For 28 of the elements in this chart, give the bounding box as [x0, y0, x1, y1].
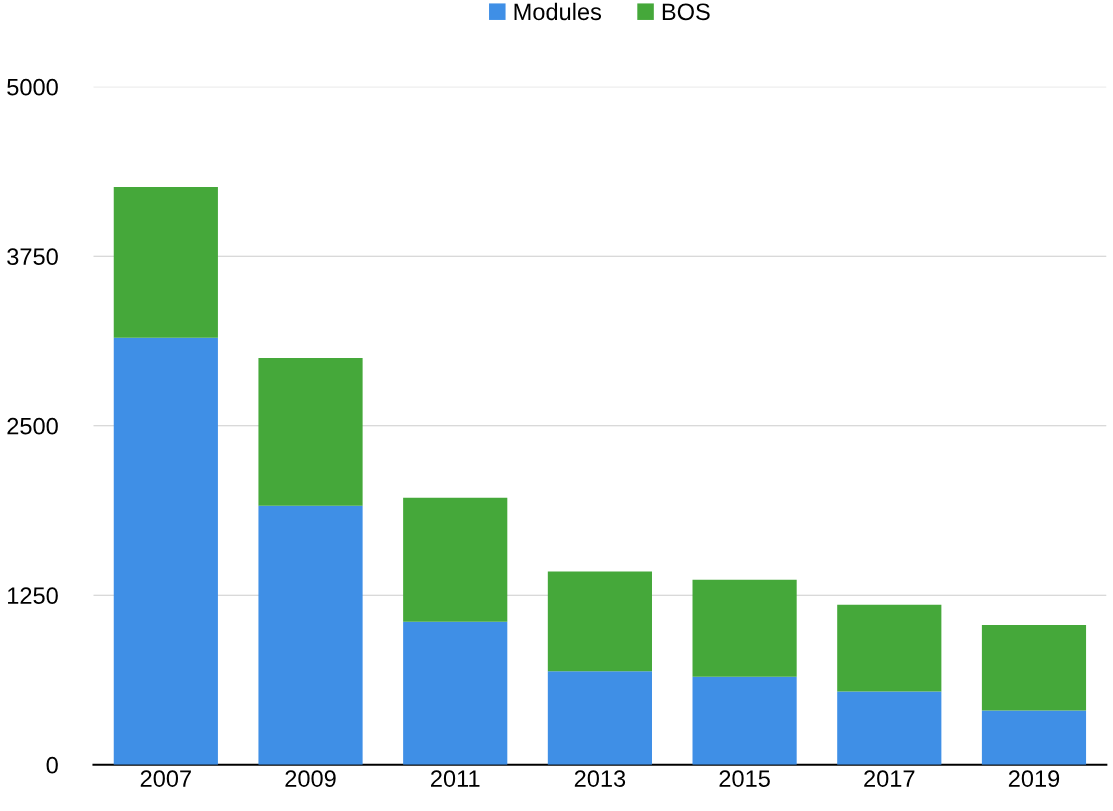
bar — [258, 357, 363, 506]
bar — [258, 505, 363, 765]
y-tick-label: 2500 — [7, 417, 58, 435]
x-tick-label: 2009 — [285, 770, 336, 787]
legend-label: Modules — [514, 2, 602, 21]
y-tick-label: 0 — [46, 756, 58, 774]
y-tick-label: 1250 — [8, 587, 58, 605]
x-tick-label: 2011 — [431, 770, 480, 787]
bar — [547, 571, 652, 672]
bar — [837, 691, 942, 765]
y-tick-label: 5000 — [7, 78, 58, 96]
bar — [403, 621, 508, 765]
x-tick-label: 2015 — [719, 770, 770, 787]
bar — [981, 710, 1087, 765]
x-tick-label: 2007 — [140, 770, 191, 787]
x-tick-label: 2017 — [864, 770, 915, 787]
x-tick-label: 2019 — [1008, 770, 1060, 787]
bar — [113, 187, 218, 338]
bar — [547, 671, 652, 765]
legend-label: BOS — [662, 3, 710, 21]
y-tick-label: 3750 — [7, 248, 58, 266]
x-tick-label: 2013 — [574, 770, 626, 787]
bar — [403, 497, 508, 622]
bar — [981, 625, 1087, 711]
bar — [837, 604, 942, 692]
bar — [113, 337, 218, 765]
bar — [692, 676, 797, 765]
bar — [692, 579, 797, 677]
